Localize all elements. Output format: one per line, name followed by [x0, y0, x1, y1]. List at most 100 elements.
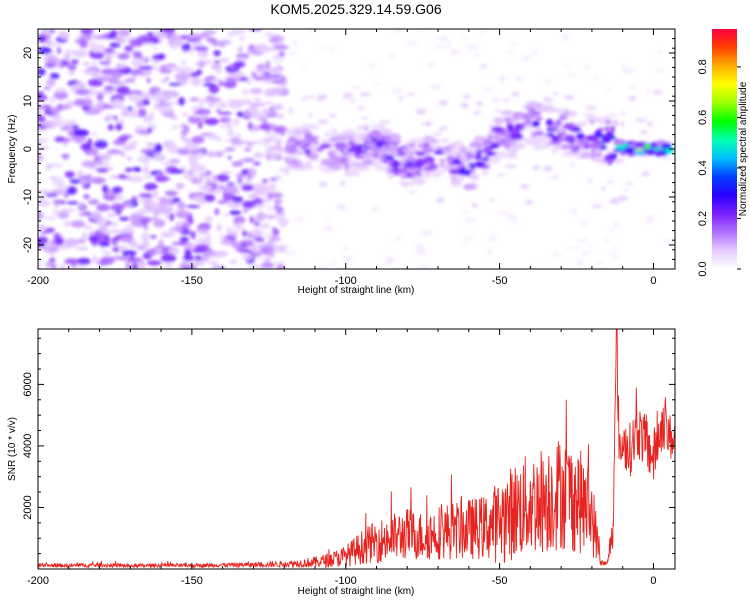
- heatmap-cell: [139, 64, 144, 74]
- heatmap-cell: [114, 241, 119, 247]
- heatmap-cell: [83, 194, 90, 200]
- heatmap-cell: [63, 220, 71, 228]
- heatmap-cell: [165, 92, 177, 98]
- heatmap-cell: [605, 114, 618, 117]
- heatmap-cell: [613, 248, 619, 252]
- heatmap-cell: [233, 117, 240, 126]
- heatmap-cell: [208, 84, 220, 94]
- heatmap-cell: [612, 153, 617, 158]
- heatmap-cell: [252, 75, 266, 81]
- heatmap-cell: [204, 250, 219, 256]
- heatmap-cell: [216, 108, 221, 113]
- heatmap-cell: [45, 261, 52, 268]
- heatmap-cell: [393, 29, 404, 32]
- heatmap-cell: [111, 70, 123, 79]
- heatmap-cell: [408, 164, 417, 170]
- heatmap-cell: [505, 164, 517, 169]
- heatmap-cell: [274, 174, 282, 181]
- heatmap-cell: [124, 78, 136, 83]
- heatmap-cell: [349, 99, 357, 103]
- heatmap-cell: [216, 136, 222, 143]
- heatmap-cell: [196, 61, 206, 68]
- heatmap-cell: [223, 80, 237, 89]
- heatmap-cell: [491, 98, 501, 101]
- heatmap-cell: [269, 88, 285, 94]
- heatmap-cell: [171, 169, 185, 174]
- heatmap-cell: [552, 252, 561, 256]
- heatmap-cell: [517, 142, 524, 148]
- heatmap-cell: [290, 137, 296, 141]
- heatmap-cell: [489, 198, 496, 202]
- heatmap-cell: [38, 106, 46, 110]
- heatmap-cell: [198, 121, 203, 129]
- heatmap-cell: [511, 146, 520, 152]
- heatmap-cell: [96, 203, 111, 212]
- heatmap-cell: [265, 204, 275, 211]
- heatmap-cell: [92, 254, 97, 263]
- heatmap-cell: [188, 192, 195, 200]
- heatmap-cell: [510, 140, 516, 146]
- heatmap-cell: [79, 178, 89, 185]
- heatmap-cell: [154, 97, 161, 105]
- heatmap-cell: [203, 60, 213, 64]
- heatmap-cell: [458, 168, 469, 176]
- heatmap-cell: [129, 140, 139, 146]
- heatmap-cell: [661, 156, 671, 160]
- heatmap-cell: [570, 208, 579, 214]
- heatmap-cell: [186, 204, 201, 209]
- heatmap-cell: [272, 260, 285, 265]
- heatmap-cell: [88, 234, 99, 243]
- heatmap-cell: [351, 86, 362, 90]
- heatmap-cell: [629, 95, 636, 102]
- heatmap-cell: [511, 91, 520, 97]
- heatmap-cell: [318, 181, 328, 187]
- heatmap-cell: [142, 98, 150, 106]
- heatmap-cell: [613, 158, 625, 164]
- heatmap-cell: [346, 159, 359, 165]
- heatmap-cell: [545, 133, 555, 138]
- heatmap-cell: [247, 106, 257, 114]
- heatmap-cell: [235, 132, 241, 140]
- heatmap-cell: [214, 103, 228, 107]
- heatmap-cell: [64, 238, 79, 247]
- heatmap-cell: [194, 255, 203, 261]
- heatmap-cell: [295, 217, 305, 222]
- heatmap-cell: [576, 260, 584, 266]
- heatmap-cell: [90, 51, 105, 60]
- heatmap-cell: [128, 93, 141, 102]
- heatmap-cell: [613, 222, 619, 228]
- heatmap-cell: [260, 198, 272, 201]
- heatmap-cell: [524, 199, 534, 205]
- heatmap-cell: [580, 220, 589, 226]
- heatmap-cell: [226, 119, 232, 126]
- heatmap-cell: [448, 169, 458, 175]
- heatmap-cell: [261, 178, 269, 184]
- heatmap-cell: [118, 216, 130, 221]
- heatmap-cell: [197, 33, 210, 38]
- heatmap-cell: [217, 111, 233, 115]
- heatmap-cell: [408, 190, 417, 194]
- heatmap-cell: [208, 260, 219, 266]
- heatmap-cell: [652, 90, 663, 95]
- heatmap-cell: [178, 96, 186, 106]
- heatmap-cell: [386, 257, 396, 264]
- heatmap-cell: [82, 62, 91, 66]
- heatmap-cell: [112, 139, 127, 146]
- heatmap-cell: [639, 130, 648, 135]
- heatmap-cell: [604, 155, 613, 160]
- spectrogram-y-tick-label: 0: [22, 146, 34, 152]
- heatmap-cell: [414, 179, 425, 185]
- heatmap-cell: [321, 167, 332, 172]
- heatmap-cell: [224, 147, 236, 152]
- heatmap-cell: [143, 175, 152, 180]
- snr-x-tick-label: -150: [181, 575, 203, 587]
- heatmap-cell: [637, 142, 643, 150]
- heatmap-cell: [273, 45, 290, 50]
- heatmap-cell: [169, 34, 183, 44]
- heatmap-cell: [371, 206, 379, 212]
- spectrogram-x-tick-label: 0: [650, 275, 656, 287]
- heatmap-cell: [107, 124, 114, 131]
- heatmap-cell: [508, 51, 515, 55]
- heatmap-cell: [388, 145, 398, 153]
